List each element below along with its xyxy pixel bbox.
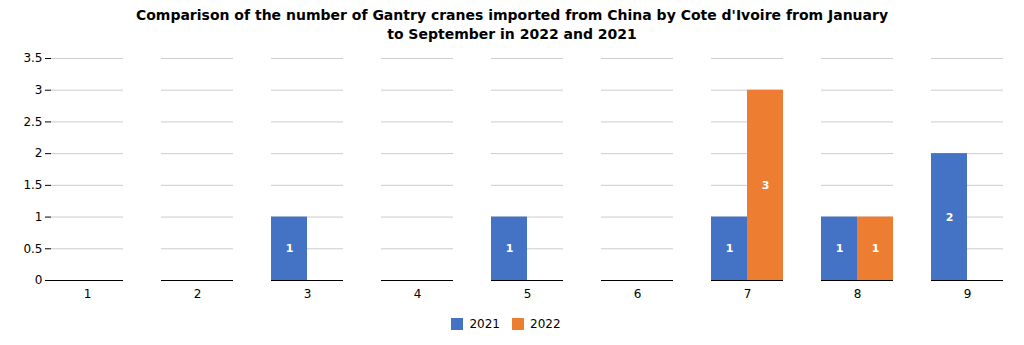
svg-text:1: 1 [506,242,514,255]
html-text:2021: 2021 [469,317,500,332]
svg-text:1: 1 [286,242,294,255]
svg-text:1: 1 [35,210,43,224]
svg-text:3: 3 [35,83,43,97]
svg-text:3.5: 3.5 [23,51,42,65]
svg-text:8: 8 [854,287,862,301]
svg-text:9: 9 [964,287,972,301]
svg-text:2: 2 [946,210,954,223]
svg-text:7: 7 [744,287,752,301]
svg-text:2: 2 [194,287,202,301]
svg-text:1: 1 [836,242,844,255]
svg-text:6: 6 [634,287,642,301]
svg-text:1: 1 [872,242,880,255]
svg-text:0.5: 0.5 [23,241,42,255]
svg-text:2: 2 [35,146,43,160]
svg-text:0: 0 [35,273,43,287]
svg-text:2.5: 2.5 [23,115,42,129]
svg-text:3: 3 [762,179,770,192]
html-text:Comparison of the number of Ga: Comparison of the number of Gantry crane… [135,7,889,42]
svg-text:3: 3 [304,287,312,301]
svg-text:4: 4 [414,287,422,301]
html-text:2022: 2022 [530,317,561,332]
svg-text:5: 5 [524,287,532,301]
svg-text:1: 1 [726,242,734,255]
svg-text:1: 1 [84,287,92,301]
svg-text:1.5: 1.5 [23,178,42,192]
